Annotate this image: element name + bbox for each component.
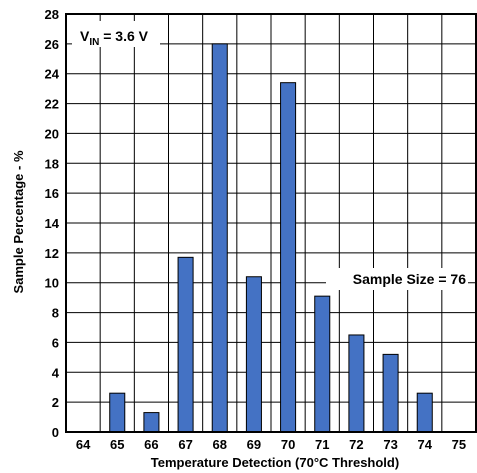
y-tick-label: 4 <box>52 365 60 380</box>
x-tick-labels: 64 65 66 67 68 69 70 71 72 73 74 75 <box>76 437 466 452</box>
y-tick-label: 2 <box>52 395 59 410</box>
y-tick-label: 10 <box>45 276 59 291</box>
y-tick-label: 26 <box>45 37 59 52</box>
x-tick-label: 72 <box>349 437 363 452</box>
x-tick-label: 75 <box>452 437 466 452</box>
y-tick-label: 22 <box>45 97 59 112</box>
y-tick-label: 16 <box>45 186 59 201</box>
bar-73 <box>382 353 399 433</box>
grid-lines <box>66 13 476 433</box>
y-axis-title: Sample Percentage - % <box>11 150 26 293</box>
vin-value: = 3.6 V <box>99 28 148 44</box>
x-tick-label: 68 <box>213 437 227 452</box>
vin-main: V <box>80 28 90 44</box>
y-tick-label: 14 <box>45 216 60 231</box>
x-tick-label: 65 <box>110 437 124 452</box>
bar-65 <box>109 392 126 433</box>
x-tick-label: 69 <box>247 437 261 452</box>
y-tick-label: 12 <box>45 246 59 261</box>
vin-annotation-bg <box>72 21 160 47</box>
y-tick-label: 18 <box>45 156 59 171</box>
y-tick-label: 0 <box>52 425 59 440</box>
plot-frame <box>65 13 477 433</box>
sample-size-annotation: Sample Size = 76 <box>353 271 466 287</box>
vin-annotation: VIN = 3.6 V <box>80 28 149 48</box>
bar-70 <box>280 82 297 433</box>
sample-size-bg <box>326 268 468 290</box>
bar-67 <box>177 256 194 433</box>
x-tick-label: 74 <box>418 437 433 452</box>
x-axis-title: Temperature Detection (70°C Threshold) <box>151 455 399 470</box>
bar-69 <box>245 276 262 433</box>
x-tick-label: 71 <box>315 437 329 452</box>
bar-72 <box>348 334 365 433</box>
y-tick-label: 8 <box>52 306 59 321</box>
y-tick-label: 28 <box>45 7 59 22</box>
bar-68 <box>211 43 228 433</box>
x-tick-label: 64 <box>76 437 91 452</box>
x-tick-label: 66 <box>144 437 158 452</box>
x-tick-label: 73 <box>383 437 397 452</box>
bar-71 <box>314 295 331 433</box>
y-tick-label: 24 <box>45 67 60 82</box>
x-tick-label: 67 <box>178 437 192 452</box>
y-tick-label: 20 <box>45 126 59 141</box>
bar-66 <box>143 412 160 433</box>
x-tick-label: 70 <box>281 437 295 452</box>
vin-subscript: IN <box>89 37 99 48</box>
bar-74 <box>416 392 433 433</box>
y-tick-label: 6 <box>52 335 59 350</box>
